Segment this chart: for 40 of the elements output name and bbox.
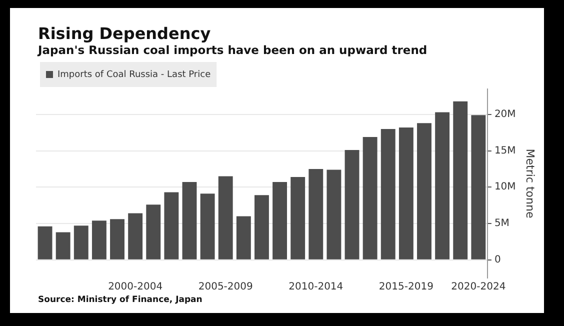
bar — [471, 115, 486, 260]
x-tick-label: 2000-2004 — [108, 282, 163, 293]
x-tick-label: 2005-2009 — [198, 282, 253, 293]
bar — [56, 232, 70, 260]
bar — [164, 192, 179, 260]
x-tick-label: 2010-2014 — [288, 282, 344, 293]
bar — [417, 123, 432, 260]
bar — [110, 219, 124, 260]
bar — [200, 194, 215, 260]
bar — [146, 204, 161, 260]
y-axis-title: Metric tonne — [524, 148, 537, 218]
bar — [290, 176, 306, 260]
legend-label: Imports of Coal Russia - Last Price — [58, 70, 212, 80]
bar — [380, 128, 396, 260]
source-note: Source: Ministry of Finance, Japan — [38, 295, 202, 305]
bar — [435, 112, 450, 260]
bar — [344, 150, 360, 260]
bar — [182, 182, 197, 260]
bar — [218, 176, 233, 260]
bar — [92, 220, 106, 260]
bar — [272, 182, 288, 260]
bar — [453, 101, 468, 260]
bar — [74, 226, 88, 260]
x-tick-label: 2020-2024 — [451, 282, 506, 293]
chart-title: Rising Dependency — [38, 24, 211, 43]
y-tick-label: 20M — [494, 109, 516, 120]
bar — [38, 226, 52, 260]
bar — [326, 170, 342, 260]
y-tick-label: 15M — [494, 145, 516, 156]
bar — [398, 128, 414, 260]
y-tick-label: 5M — [494, 218, 510, 230]
chart-subtitle: Japan's Russian coal imports have been on an upward trend — [38, 43, 428, 57]
bar — [128, 213, 143, 260]
y-tick-label: 10M — [494, 182, 516, 193]
x-tick-label: 2015-2019 — [378, 282, 434, 293]
bar — [254, 195, 269, 260]
bar — [362, 136, 378, 260]
bar — [236, 216, 251, 260]
y-tick-label: 0 — [494, 254, 501, 266]
bar — [308, 168, 324, 260]
